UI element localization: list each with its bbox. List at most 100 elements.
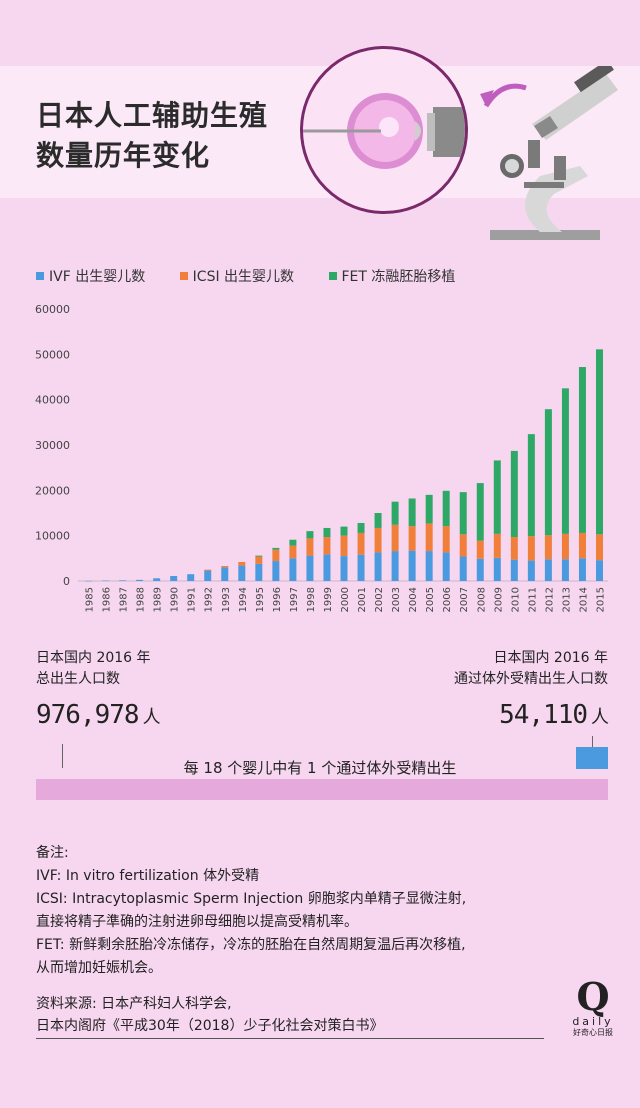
bar-segment-fet-2008 xyxy=(476,483,484,541)
bar-segment-icsi-2002 xyxy=(374,527,382,553)
x-tick-label: 1995 xyxy=(255,587,266,612)
bar-segment-icsi-2009 xyxy=(493,533,501,558)
bar-segment-icsi-2001 xyxy=(357,532,365,555)
bar-segment-fet-2007 xyxy=(459,492,467,535)
bar-segment-icsi-2008 xyxy=(476,540,484,559)
x-tick-label: 2010 xyxy=(510,587,521,612)
legend-label-icsi: ICSI 出生婴儿数 xyxy=(192,269,295,285)
bar-segment-fet-2003 xyxy=(391,501,399,525)
bar-segment-fet-1995 xyxy=(255,555,263,557)
x-tick-label: 2015 xyxy=(595,587,606,612)
x-tick-label: 1990 xyxy=(170,587,181,612)
qdaily-logo: Q daily 好奇心日报 xyxy=(566,978,620,1038)
bar-segment-ivf-2002 xyxy=(374,552,382,581)
bar-segment-fet-1997 xyxy=(289,539,297,546)
x-tick-label: 1993 xyxy=(221,587,232,612)
total-births-bar xyxy=(36,779,608,800)
note-fet: FET: 新鲜剩余胚胎冷冻储存，冷冻的胚胎在自然周期复温后再次移植, xyxy=(36,937,466,953)
sources-section: 资料来源: 日本产科妇人科学会, 日本内阁府《平成30年（2018）少子化社会对… xyxy=(36,993,383,1037)
y-tick-label: 20000 xyxy=(35,484,70,497)
legend-label-fet: FET 冻融胚胎移植 xyxy=(341,269,456,285)
x-tick-label: 1991 xyxy=(187,587,198,612)
note-icsi-cont: 直接将精子準确的注射进卵母细胞以提高受精机率。 xyxy=(36,914,358,930)
total-births-marker xyxy=(62,744,63,768)
bar-segment-icsi-1994 xyxy=(238,561,246,566)
bar-segment-fet-2013 xyxy=(561,388,569,534)
x-tick-label: 2005 xyxy=(425,587,436,612)
total-births-label-line2: 总出生人口数 xyxy=(36,671,120,687)
legend-item-icsi: ICSI 出生婴儿数 xyxy=(179,266,295,286)
x-tick-label: 2003 xyxy=(391,587,402,612)
x-tick-label: 1997 xyxy=(289,587,300,612)
bar-segment-fet-2002 xyxy=(374,513,382,528)
bar-segment-ivf-2005 xyxy=(425,551,433,581)
bar-segment-ivf-2008 xyxy=(476,558,484,581)
bar-segment-icsi-2005 xyxy=(425,523,433,552)
x-tick-label: 1988 xyxy=(136,587,147,612)
title-line-1: 日本人工辅助生殖 xyxy=(36,99,269,132)
egg-injection-icon xyxy=(303,93,465,169)
notes-heading: 备注: xyxy=(36,845,69,861)
stacked-bar-chart: 0 10000 20000 30000 40000 50000 60000 1985 1986 1… xyxy=(35,303,608,612)
bar-segment-icsi-1997 xyxy=(289,545,297,559)
bar-segment-icsi-2000 xyxy=(340,535,348,557)
x-tick-label: 2011 xyxy=(527,587,538,612)
y-tick-label: 30000 xyxy=(35,439,70,452)
ivf-share-bar xyxy=(576,747,608,769)
x-tick-label: 2004 xyxy=(408,587,419,612)
total-births-value: 976,978 人 xyxy=(36,700,161,730)
bar-segment-fet-1996 xyxy=(272,547,280,550)
y-tick-label: 0 xyxy=(63,575,70,588)
logo-letter: Q xyxy=(576,974,610,1019)
x-tick-label: 2009 xyxy=(493,587,504,612)
microscope-icon xyxy=(480,59,618,240)
bar-segment-ivf-1988 xyxy=(136,579,144,581)
source-line-1: 资料来源: 日本产科妇人科学会, xyxy=(36,996,232,1012)
icsi-illustration xyxy=(300,46,468,214)
bar-segment-ivf-1993 xyxy=(221,567,229,581)
bar-segment-ivf-1998 xyxy=(306,555,314,581)
legend-label-ivf: IVF 出生婴儿数 xyxy=(49,269,146,285)
ivf-births-label-line1: 日本国内 2016 年 xyxy=(493,650,608,666)
bar-segment-ivf-2003 xyxy=(391,551,399,581)
legend-swatch-icsi xyxy=(179,272,188,280)
bar-segment-ivf-2015 xyxy=(595,560,603,581)
bar-segment-fet-2012 xyxy=(544,409,552,536)
y-tick-label: 60000 xyxy=(35,303,70,316)
bar-segment-ivf-2014 xyxy=(578,558,586,581)
x-tick-label: 2008 xyxy=(476,587,487,612)
bar-segment-ivf-1999 xyxy=(323,554,331,581)
total-births-unit: 人 xyxy=(142,707,161,728)
x-tick-label: 2013 xyxy=(561,587,572,612)
bar-segment-fet-2011 xyxy=(527,434,535,537)
bar-segment-icsi-2015 xyxy=(595,534,603,561)
x-tick-label: 2014 xyxy=(578,587,589,612)
ivf-births-unit: 人 xyxy=(591,707,609,728)
footer-divider xyxy=(36,1038,544,1039)
bar-segment-icsi-1993 xyxy=(221,566,229,568)
bar-segment-icsi-1995 xyxy=(255,556,263,564)
bar-segment-ivf-1989 xyxy=(153,578,161,581)
x-tick-label: 1999 xyxy=(323,587,334,612)
bar-segment-ivf-2001 xyxy=(357,554,365,581)
bar-segment-fet-2000 xyxy=(340,526,348,536)
bar-segment-icsi-2012 xyxy=(544,535,552,560)
logo-word: daily xyxy=(572,1015,614,1028)
x-tick-label: 1986 xyxy=(102,587,113,612)
page-title: 日本人工辅助生殖 数量历年变化 xyxy=(36,96,268,176)
chart-legend: IVF 出生婴儿数 ICSI 出生婴儿数 FET 冻融胚胎移植 xyxy=(36,266,485,286)
note-fet-cont: 从而增加妊娠机会。 xyxy=(36,960,162,976)
bar-segment-fet-1998 xyxy=(306,531,314,539)
bar-segment-icsi-1992 xyxy=(204,569,212,571)
x-tick-label: 2002 xyxy=(374,587,385,612)
bar-segment-ivf-1990 xyxy=(170,576,178,581)
x-tick-label: 2000 xyxy=(340,587,351,612)
bar-segment-ivf-2010 xyxy=(510,559,518,581)
bar-segment-icsi-2014 xyxy=(578,532,586,559)
x-tick-label: 1996 xyxy=(272,587,283,612)
legend-item-ivf: IVF 出生婴儿数 xyxy=(36,266,145,286)
bar-segment-ivf-2000 xyxy=(340,556,348,581)
note-ivf: IVF: In vitro fertilization 体外受精 xyxy=(36,868,260,884)
x-tick-label: 1998 xyxy=(306,587,317,612)
ivf-births-marker xyxy=(592,736,593,748)
